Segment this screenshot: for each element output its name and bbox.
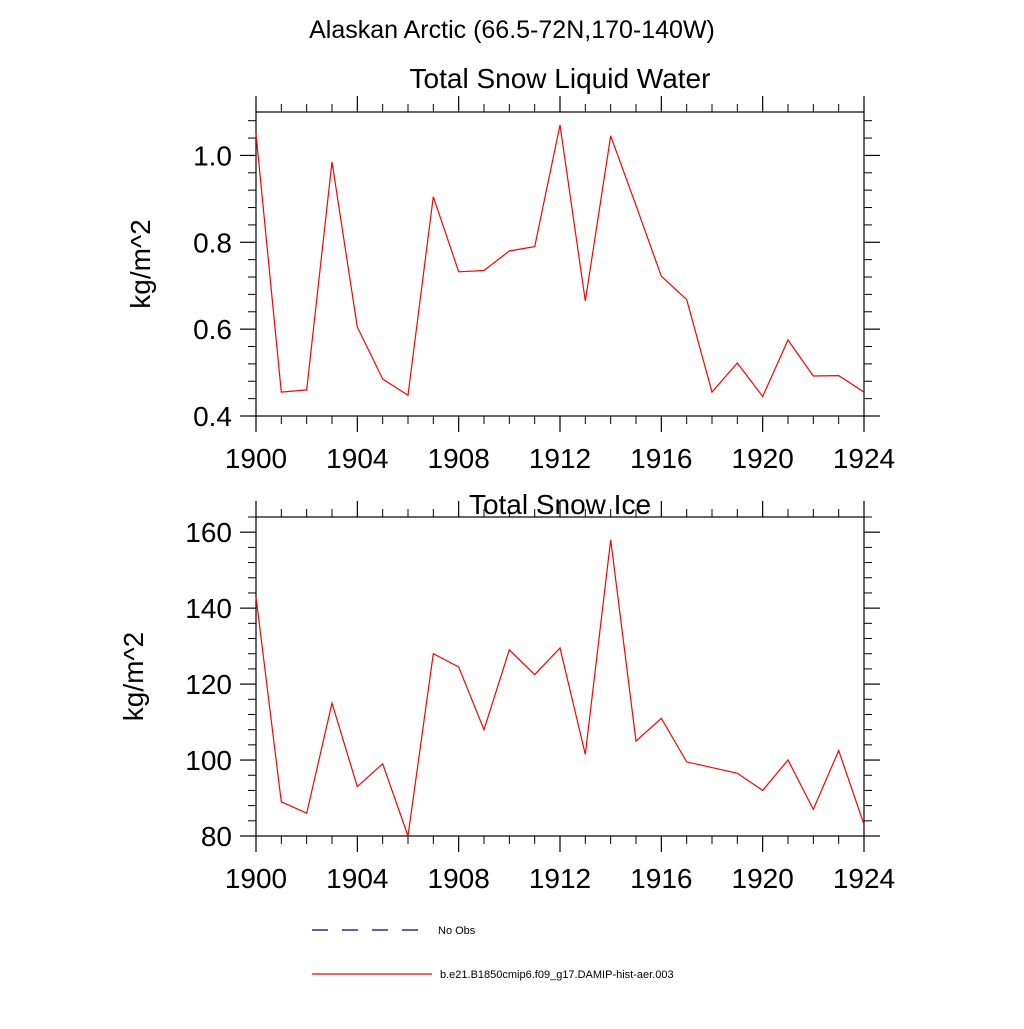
- figure-title: Alaskan Arctic (66.5-72N,170-140W): [309, 16, 715, 44]
- legend: No Obs b.e21.B1850cmip6.f09_g17.DAMIP-his…: [312, 925, 674, 981]
- y-axis-label: kg/m^2: [125, 219, 156, 308]
- y-axis-label: kg/m^2: [118, 632, 149, 721]
- x-tick-label: 1916: [630, 443, 692, 474]
- y-tick-label: 160: [185, 517, 232, 548]
- legend-label-model: b.e21.B1850cmip6.f09_g17.DAMIP-hist-aer.…: [440, 969, 674, 981]
- x-tick-label: 1924: [833, 863, 895, 894]
- x-tick-label: 1904: [326, 863, 388, 894]
- y-tick-label: 100: [185, 745, 232, 776]
- y-tick-label: 0.4: [193, 401, 232, 432]
- chart-panel-1: Total Snow Liquid Water kg/m^2 1900 1904 190…: [125, 63, 895, 474]
- legend-label-no-obs: No Obs: [438, 925, 476, 937]
- x-tick-label: 1920: [732, 863, 794, 894]
- x-tick-label: 1900: [225, 443, 287, 474]
- plot-frame: [255, 516, 865, 837]
- x-tick-label: 1924: [833, 443, 895, 474]
- y-tick-label: 140: [185, 593, 232, 624]
- x-tick-label: 1900: [225, 863, 287, 894]
- x-tick-label: 1904: [326, 443, 388, 474]
- x-tick-label: 1912: [529, 863, 591, 894]
- y-tick-label: 80: [201, 821, 232, 852]
- y-tick-label: 0.6: [193, 314, 232, 345]
- x-tick-label: 1916: [630, 863, 692, 894]
- chart-title: Total Snow Liquid Water: [410, 63, 711, 94]
- x-tick-label: 1920: [732, 443, 794, 474]
- x-tick-label: 1908: [428, 443, 490, 474]
- series-line: [255, 539, 865, 837]
- series-line: [255, 124, 865, 398]
- x-tick-label: 1908: [428, 863, 490, 894]
- y-tick-label: 0.8: [193, 227, 232, 258]
- x-tick-label: 1912: [529, 443, 591, 474]
- y-tick-label: 120: [185, 669, 232, 700]
- y-tick-label: 1.0: [193, 140, 232, 171]
